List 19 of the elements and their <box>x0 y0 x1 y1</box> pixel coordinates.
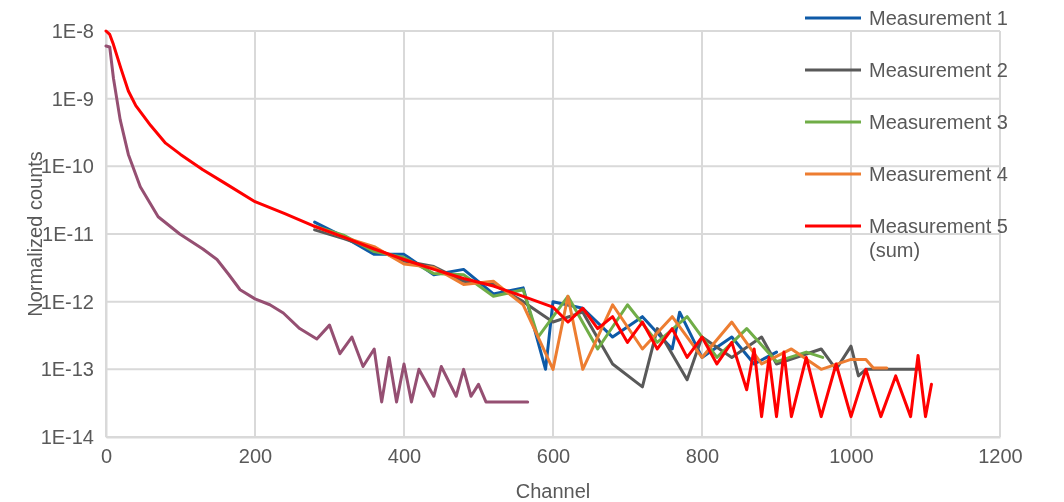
legend-label: Measurement 2 <box>869 59 1008 81</box>
y-tick-label: 1E-13 <box>40 358 94 381</box>
legend-label: Measurement 1 <box>869 7 1008 29</box>
y-tick-label: 1E-11 <box>42 222 94 245</box>
y-tick-label: 1E-8 <box>51 19 94 42</box>
x-tick-label: 800 <box>685 445 720 468</box>
x-tick-label: 600 <box>536 445 571 468</box>
x-tick-label: 1200 <box>978 445 1023 468</box>
x-tick-label: 1000 <box>829 445 874 468</box>
legend-label: Measurement 3 <box>869 111 1008 133</box>
x-tick-label: 0 <box>100 445 113 468</box>
line-series <box>104 44 530 404</box>
legend-label: Measurement 5 (sum) <box>869 215 1008 261</box>
y-tick-label: 1E-9 <box>51 87 94 110</box>
x-axis-title: Channel <box>515 480 591 502</box>
legend-label: Measurement 4 <box>869 163 1008 185</box>
x-tick-label: 200 <box>238 445 273 468</box>
x-tick-label: 400 <box>387 445 422 468</box>
y-tick-label: 1E-14 <box>40 425 94 448</box>
